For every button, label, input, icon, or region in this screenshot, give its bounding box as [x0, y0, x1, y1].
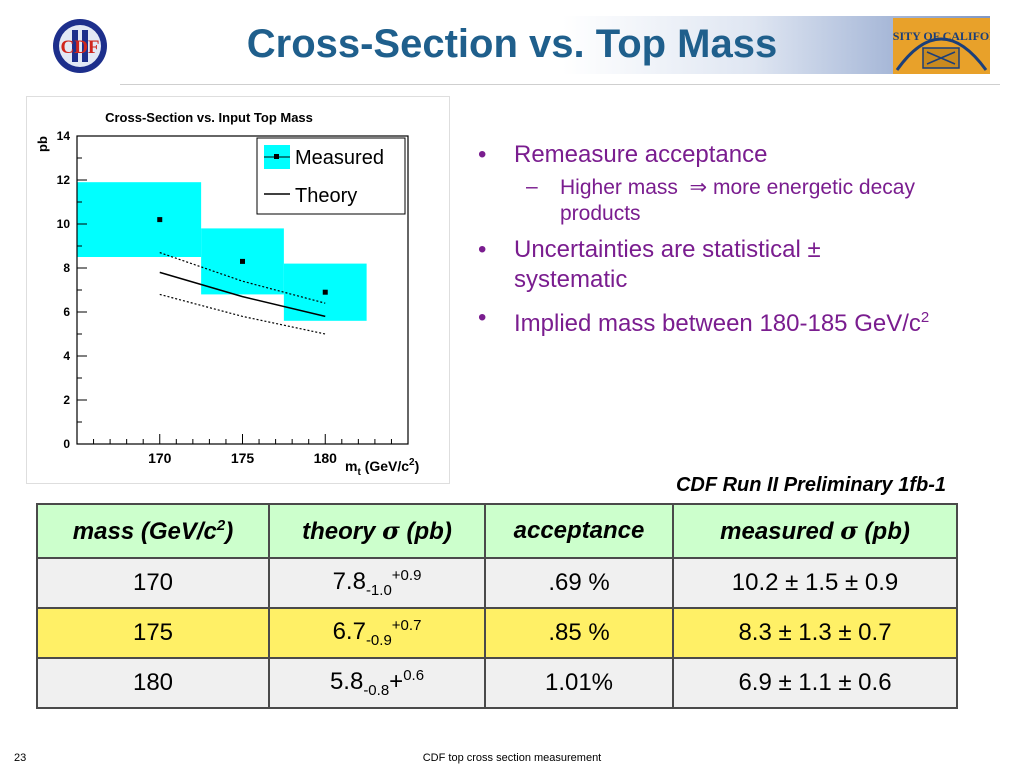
cell-acceptance: .69 % [484, 557, 674, 609]
table-header-row: mass (GeV/c2) theory σ (pb) acceptance m… [36, 503, 958, 559]
header-measured: measured σ (pb) [672, 503, 958, 559]
measured-point [157, 217, 163, 223]
cell-measured: 8.3 ± 1.3 ± 0.7 [672, 607, 958, 659]
cell-mass: 175 [36, 607, 270, 659]
chart-legend: Measured Theory [256, 137, 406, 215]
table-caption: CDF Run II Preliminary 1fb-1 [675, 474, 946, 496]
cell-theory: 6.7-0.9+0.7 [268, 607, 486, 659]
bullet-uncertainties: • Uncertainties are statistical ± systema… [478, 236, 821, 293]
title-divider [120, 84, 1000, 85]
bullet-implied-mass: • Implied mass between 180-185 GeV/c2 [478, 304, 930, 337]
table-row: 180 5.8-0.8+0.6 1.01% 6.9 ± 1.1 ± 0.6 [36, 657, 958, 709]
cell-measured: 6.9 ± 1.1 ± 0.6 [672, 657, 958, 709]
chart-title: Cross-Section vs. Input Top Mass [105, 110, 313, 125]
x-tick-label: 170 [148, 450, 172, 466]
results-table: mass (GeV/c2) theory σ (pb) acceptance m… [36, 503, 958, 709]
table-row: 170 7.8-1.0+0.9 .69 % 10.2 ± 1.5 ± 0.9 [36, 557, 958, 609]
cell-mass: 180 [36, 657, 270, 709]
cell-acceptance: .85 % [484, 607, 674, 659]
measured-point [240, 258, 245, 264]
bullet-remeasure: • Remeasure acceptance [478, 141, 768, 168]
table-row: 175 6.7-0.9+0.7 .85 % 8.3 ± 1.3 ± 0.7 [36, 607, 958, 659]
x-tick-label: 180 [314, 450, 338, 466]
y-tick-label: 0 [63, 437, 70, 451]
cell-theory: 5.8-0.8+0.6 [268, 657, 486, 709]
cdf-logo-text: CDF [60, 37, 99, 58]
cell-acceptance: 1.01% [484, 657, 674, 709]
legend-measured-label: Measured [295, 147, 384, 169]
header-acceptance: acceptance [484, 503, 674, 559]
y-tick-label: 12 [57, 173, 71, 187]
theory-lower-line [159, 293, 326, 335]
chart-xlabel: mt (GeV/c2) [345, 457, 419, 478]
cdf-logo-icon: CDF [40, 16, 120, 76]
legend-measured-marker [274, 154, 279, 159]
y-tick-label: 6 [63, 305, 70, 319]
y-tick-label: 8 [63, 261, 70, 275]
y-tick-label: 4 [63, 349, 70, 363]
sub-bullet-higher-mass: – Higher mass ⇒ more energetic decay prod… [526, 175, 915, 225]
cell-theory: 7.8-1.0+0.9 [268, 557, 486, 609]
implies-arrow-icon: ⇒ [689, 175, 708, 199]
bullet-list: • Remeasure acceptance – Higher mass ⇒ mor… [478, 140, 938, 343]
uc-seal-icon: RSITY OF CALIFOR [893, 18, 990, 74]
y-tick-label: 14 [57, 129, 71, 143]
legend-theory-label: Theory [295, 185, 357, 207]
x-tick-label: 175 [231, 450, 255, 466]
cell-measured: 10.2 ± 1.5 ± 0.9 [672, 557, 958, 609]
footer-text: CDF top cross section measurement [422, 752, 602, 764]
slide-title: Cross-Section vs. Top Mass [246, 22, 778, 66]
chart-ylabel: pb [35, 136, 50, 152]
y-tick-label: 2 [63, 393, 70, 407]
theory-upper-line [159, 252, 326, 304]
y-tick-label: 10 [57, 217, 71, 231]
measured-point [322, 289, 328, 295]
measured-error-box [77, 182, 202, 257]
chart-panel: Cross-Section vs. Input Top Mass pb mt (… [26, 96, 450, 484]
theory-line [159, 271, 326, 318]
cross-section-chart: Cross-Section vs. Input Top Mass pb mt (… [35, 110, 419, 478]
header-band [40, 16, 990, 74]
page-number: 23 [14, 752, 27, 764]
uc-seal-text: RSITY OF CALIFOR [893, 29, 990, 43]
cell-mass: 170 [36, 557, 270, 609]
header-mass: mass (GeV/c2) [36, 503, 270, 559]
header-theory: theory σ (pb) [268, 503, 486, 559]
